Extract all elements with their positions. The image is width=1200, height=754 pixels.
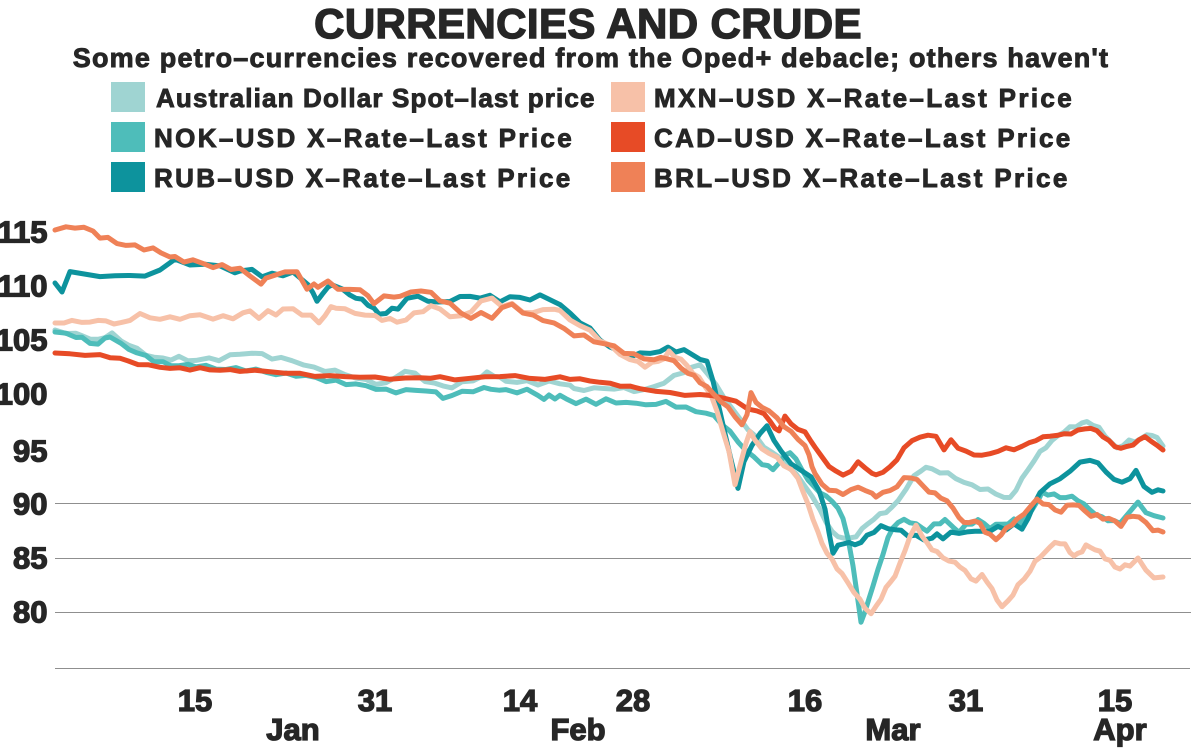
svg-text:Mar: Mar [865,712,920,747]
svg-text:14: 14 [503,683,538,718]
svg-text:15: 15 [1098,683,1132,718]
svg-text:Jan: Jan [266,712,319,747]
svg-text:31: 31 [358,683,392,718]
svg-text:Some petro–currencies recovere: Some petro–currencies recovered from the… [73,43,1110,73]
svg-text:115: 115 [0,215,48,250]
svg-text:85: 85 [13,541,47,576]
svg-text:90: 90 [13,487,47,522]
svg-text:NOK–USD X–Rate–Last Price: NOK–USD X–Rate–Last Price [154,123,574,153]
svg-text:31: 31 [949,683,983,718]
svg-text:MXN–USD X–Rate–Last Price: MXN–USD X–Rate–Last Price [654,83,1074,113]
svg-text:RUB–USD X–Rate–Last Price: RUB–USD X–Rate–Last Price [154,163,573,193]
svg-text:CURRENCIES AND CRUDE: CURRENCIES AND CRUDE [314,0,862,47]
svg-text:80: 80 [13,595,47,630]
svg-text:CAD–USD X–Rate–Last Price: CAD–USD X–Rate–Last Price [654,123,1073,153]
svg-text:Feb: Feb [550,712,605,747]
svg-text:Australian Dollar Spot–last pr: Australian Dollar Spot–last price [156,83,596,113]
svg-text:Apr: Apr [1093,712,1146,747]
svg-text:15: 15 [178,683,212,718]
svg-text:28: 28 [616,683,650,718]
svg-text:100: 100 [0,377,48,412]
svg-text:110: 110 [0,269,48,304]
svg-text:16: 16 [788,683,822,718]
svg-text:105: 105 [0,323,48,358]
svg-text:95: 95 [13,434,47,469]
svg-text:BRL–USD X–Rate–Last Price: BRL–USD X–Rate–Last Price [654,163,1070,193]
